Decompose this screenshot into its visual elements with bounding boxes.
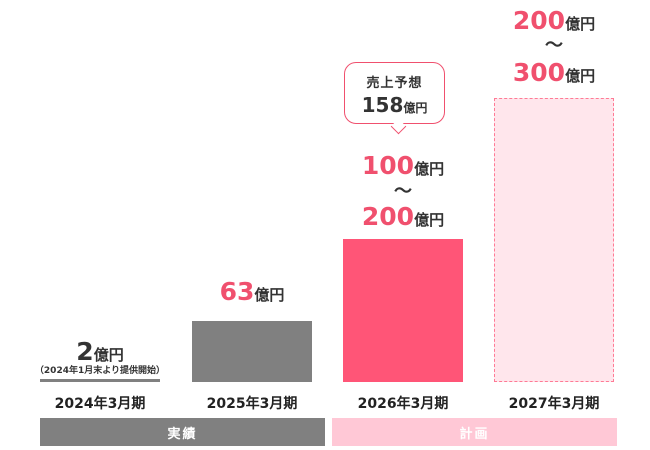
value-label-2025: 63億円 (219, 277, 285, 306)
x-tick-label-2027: 2027年3月期 (508, 396, 600, 412)
x-tick-label-2025: 2025年3月期 (206, 396, 298, 412)
forecast-title: 売上予想 (366, 76, 423, 91)
note-2024: （2024年1月末より提供開始） (34, 366, 166, 376)
value-label-2027-low: 200億円 (512, 6, 596, 35)
range-separator-2026: 〜 (394, 181, 412, 202)
range-separator-2027: 〜 (545, 35, 563, 56)
bar-2026 (343, 239, 463, 382)
value-label-2024: 2億円 (76, 337, 124, 366)
group-band-actual: 実績 (40, 418, 325, 446)
bar-2027 (494, 97, 614, 382)
forecast-value: 158億円 (361, 93, 428, 117)
value-label-2026-low: 100億円 (361, 151, 445, 180)
bar-2025 (192, 320, 312, 382)
value-label-2026-high: 200億円 (361, 202, 445, 231)
x-tick-label-2026: 2026年3月期 (357, 396, 449, 412)
bar-2024 (40, 379, 160, 382)
value-label-2027-high: 300億円 (512, 58, 596, 87)
forecast-bubble: 売上予想 158億円 (344, 62, 445, 124)
group-band-plan: 計画 (332, 418, 617, 446)
x-tick-label-2024: 2024年3月期 (54, 396, 146, 412)
